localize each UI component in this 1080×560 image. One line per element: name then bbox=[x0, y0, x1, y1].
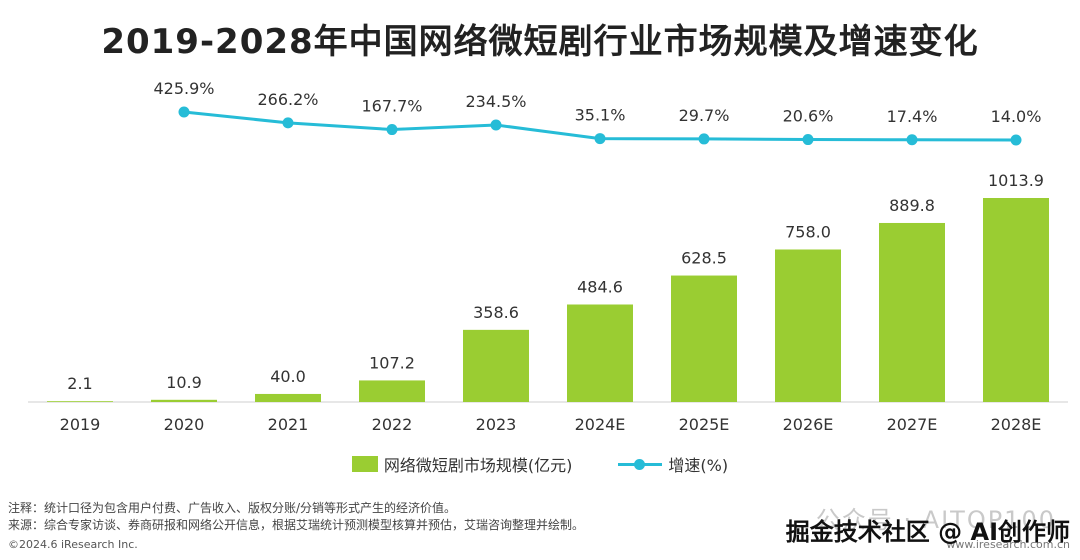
x-tick-label-2023: 2023 bbox=[476, 415, 517, 434]
legend: 网络微短剧市场规模(亿元) 增速(%) bbox=[0, 452, 1080, 476]
x-tick-label-2020: 2020 bbox=[164, 415, 205, 434]
watermark-strong: 掘金技术社区 @ AI创作师 bbox=[785, 518, 1070, 546]
growth-point-2023 bbox=[490, 119, 502, 131]
growth-value-label-2023: 234.5% bbox=[465, 92, 526, 111]
growth-value-label-2028E: 14.0% bbox=[991, 107, 1042, 126]
growth-value-label-2021: 266.2% bbox=[257, 90, 318, 109]
growth-point-2020 bbox=[178, 106, 190, 118]
source-url: www.iresearch.com.cn bbox=[946, 538, 1070, 551]
growth-point-2024E bbox=[594, 133, 606, 145]
bar-2027E bbox=[879, 222, 945, 402]
growth-point-2027E bbox=[906, 134, 918, 146]
bar-2021 bbox=[255, 393, 321, 402]
watermark-faint: 公众号 · AITOP100 bbox=[815, 506, 1056, 534]
bar-value-label-2028E: 1013.9 bbox=[988, 171, 1044, 190]
x-tick-label-2019: 2019 bbox=[60, 415, 101, 434]
bar-value-label-2025E: 628.5 bbox=[681, 249, 727, 268]
growth-value-label-2020: 425.9% bbox=[153, 79, 214, 98]
growth-point-2026E bbox=[802, 134, 814, 146]
bar-2028E bbox=[983, 198, 1049, 402]
growth-point-2025E bbox=[698, 133, 710, 145]
chart-title: 2019-2028年中国网络微短剧行业市场规模及增速变化 bbox=[101, 22, 979, 62]
bar-2022 bbox=[359, 380, 425, 402]
growth-value-label-2024E: 35.1% bbox=[575, 106, 626, 125]
x-tick-label-2027E: 2027E bbox=[887, 415, 938, 434]
growth-point-2022 bbox=[386, 124, 398, 136]
bar-value-label-2021: 40.0 bbox=[270, 367, 306, 386]
bar-2019 bbox=[47, 401, 113, 402]
legend-label-growth: 增速(%) bbox=[668, 456, 729, 475]
x-tick-label-2024E: 2024E bbox=[575, 415, 626, 434]
bar-2023 bbox=[463, 329, 529, 402]
growth-value-label-2026E: 20.6% bbox=[783, 107, 834, 126]
x-tick-label-2028E: 2028E bbox=[991, 415, 1042, 434]
growth-value-label-2022: 167.7% bbox=[361, 97, 422, 116]
copyright: ©2024.6 iResearch Inc. bbox=[8, 538, 138, 551]
bar-value-label-2023: 358.6 bbox=[473, 303, 519, 322]
legend-label-market-size: 网络微短剧市场规模(亿元) bbox=[383, 456, 573, 475]
legend-swatch-line bbox=[618, 456, 663, 472]
bar-2024E bbox=[567, 304, 633, 402]
x-tick-label-2022: 2022 bbox=[372, 415, 413, 434]
bar-value-label-2024E: 484.6 bbox=[577, 277, 623, 296]
footnote-definition: 注释：统计口径为包含用户付费、广告收入、版权分账/分销等形式产生的经济价值。 bbox=[8, 501, 457, 515]
legend-swatch-bar bbox=[351, 456, 378, 472]
bar-value-label-2027E: 889.8 bbox=[889, 196, 935, 215]
legend-item-market-size: 网络微短剧市场规模(亿元) bbox=[351, 452, 573, 476]
bar-2025E bbox=[671, 275, 737, 402]
footnotes: 注释：统计口径为包含用户付费、广告收入、版权分账/分销等形式产生的经济价值。 来… bbox=[8, 500, 584, 534]
bar-value-label-2020: 10.9 bbox=[166, 373, 202, 392]
growth-point-2021 bbox=[282, 117, 294, 129]
x-tick-label-2021: 2021 bbox=[268, 415, 309, 434]
bar-2026E bbox=[775, 249, 841, 402]
x-tick-label-2025E: 2025E bbox=[679, 415, 730, 434]
growth-value-label-2027E: 17.4% bbox=[887, 107, 938, 126]
bar-2020 bbox=[151, 399, 217, 402]
growth-value-label-2025E: 29.7% bbox=[679, 106, 730, 125]
x-tick-label-2026E: 2026E bbox=[783, 415, 834, 434]
bar-value-label-2026E: 758.0 bbox=[785, 222, 831, 241]
bar-value-label-2019: 2.1 bbox=[67, 374, 92, 393]
bar-value-label-2022: 107.2 bbox=[369, 353, 415, 372]
legend-item-growth: 增速(%) bbox=[618, 452, 728, 476]
growth-point-2028E bbox=[1010, 134, 1022, 146]
footnote-source: 来源：综合专家访谈、券商研报和网络公开信息，根据艾瑞统计预测模型核算并预估，艾瑞… bbox=[8, 518, 585, 532]
